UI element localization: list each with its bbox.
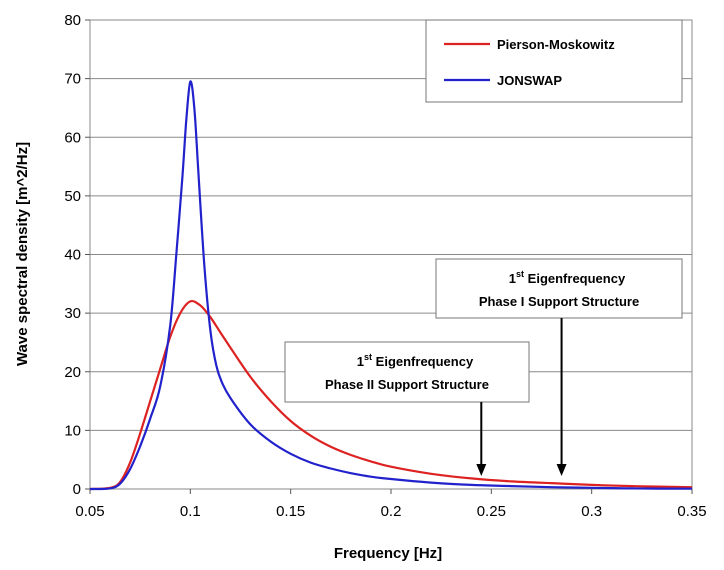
annotation-subtitle-0: Phase I Support Structure	[479, 294, 639, 309]
legend-label-pierson-moskowitz: Pierson-Moskowitz	[497, 37, 615, 52]
legend-label-jonswap: JONSWAP	[497, 73, 562, 88]
annotation-arrow-head-0	[556, 464, 567, 476]
x-tick-label-4: 0.25	[477, 503, 506, 520]
annotation-0: 1st Eigenfrequency Phase I Support Struct…	[435, 258, 683, 476]
y-axis-ticks: 0 10 20 30 40 50 60 70 80	[64, 12, 90, 498]
x-axis-title: Frequency [Hz]	[334, 545, 442, 562]
y-tick-label-3: 30	[64, 305, 81, 322]
series-lines	[89, 80, 693, 491]
annotation-title-1: 1st Eigenfrequency	[357, 352, 474, 369]
gridlines	[90, 78, 692, 431]
x-tick-label-3: 0.2	[381, 503, 402, 520]
x-tick-label-2: 0.15	[276, 503, 305, 520]
annotation-arrow-head-1	[476, 464, 487, 476]
y-axis-title: Wave spectral density [m^2/Hz]	[14, 142, 31, 366]
x-tick-label-6: 0.35	[677, 503, 706, 520]
annotation-subtitle-1: Phase II Support Structure	[325, 377, 489, 392]
y-tick-label-0: 0	[73, 481, 81, 498]
y-tick-label-5: 50	[64, 188, 81, 205]
x-tick-label-1: 0.1	[180, 503, 201, 520]
x-tick-label-5: 0.3	[581, 503, 602, 520]
series-line-jonswap	[89, 80, 693, 491]
annotation-box-1	[284, 341, 530, 403]
legend-box	[425, 19, 683, 103]
y-tick-label-6: 60	[64, 129, 81, 146]
annotation-1: 1st Eigenfrequency Phase II Support Struc…	[284, 341, 530, 476]
annotation-box-0	[435, 258, 683, 319]
x-axis-ticks: 0.05 0.1 0.15 0.2 0.25 0.3 0.35	[75, 489, 707, 520]
y-tick-label-7: 70	[64, 71, 81, 88]
legend: Pierson-Moskowitz JONSWAP	[425, 19, 683, 103]
y-tick-label-4: 40	[64, 247, 81, 264]
annotation-title-0: 1st Eigenfrequency	[509, 269, 626, 286]
y-tick-label-8: 80	[64, 12, 81, 29]
series-line-pierson-moskowitz	[89, 299, 693, 491]
x-tick-label-0: 0.05	[75, 503, 104, 520]
annotations: 1st Eigenfrequency Phase I Support Struct…	[284, 258, 683, 476]
y-tick-label-2: 20	[64, 364, 81, 381]
y-tick-label-1: 10	[64, 422, 81, 439]
